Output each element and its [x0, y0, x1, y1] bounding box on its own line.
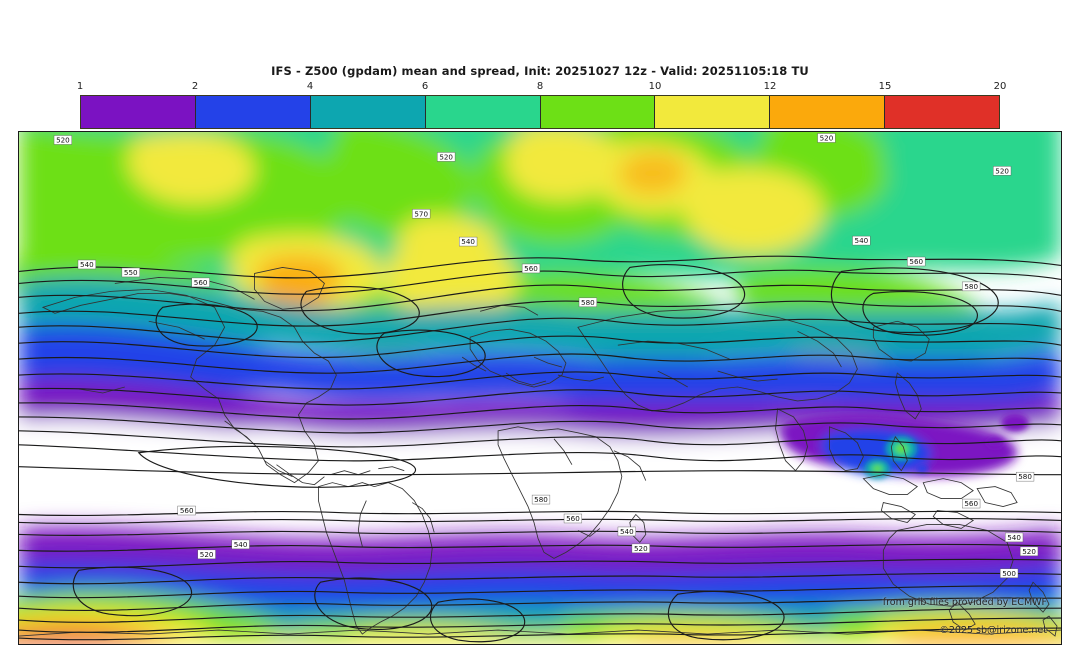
- contour-label-box: [993, 166, 1012, 176]
- contour-label-580: 580: [534, 495, 548, 504]
- contour-label-520: 520: [439, 152, 453, 161]
- contour-label-580: 580: [581, 298, 595, 307]
- contour-label-box: [631, 543, 650, 554]
- coastlines: [19, 267, 1061, 637]
- colorbar-tick-10: 10: [648, 81, 662, 92]
- contour-label-520: 520: [56, 136, 70, 145]
- colorbar-segment-15-20[interactable]: [885, 96, 999, 128]
- colorbar-tick-6: 6: [421, 81, 429, 92]
- colorbar-tick-12: 12: [763, 81, 777, 92]
- contour-label-box: [459, 236, 478, 247]
- spread-shading: 5205405505605705405605805205205205405605…: [19, 132, 1061, 644]
- contour-label-560: 560: [566, 514, 580, 523]
- contour-label-box: [231, 539, 250, 550]
- contour-label-box: [962, 498, 981, 509]
- colorbar-segment-6-8[interactable]: [425, 96, 541, 128]
- contour-label-box: [1015, 471, 1035, 482]
- contour-label-570: 570: [414, 209, 428, 218]
- contour-label-box: [121, 267, 140, 278]
- contour-label-box: [77, 259, 96, 270]
- contour-label-580: 580: [964, 282, 978, 291]
- colorbar-segment-10-12[interactable]: [655, 96, 771, 128]
- contour-label-540: 540: [855, 236, 869, 245]
- contour-label-box: [437, 152, 456, 162]
- colorbar-tick-20: 20: [993, 81, 1007, 92]
- colorbar-container: 1 2 4 6 8 10 12 15 20: [77, 81, 1006, 129]
- map-canvas[interactable]: 520 540 550 560 570 540 560 580 520 520 520 540 560 5…: [18, 131, 1062, 645]
- contour-label-box: [852, 235, 871, 246]
- spread-colorbar[interactable]: [80, 95, 1000, 129]
- page-title: IFS - Z500 (gpdam) mean and spread, Init…: [271, 64, 809, 78]
- contour-label-box: [521, 263, 541, 274]
- contour-label-560: 560: [909, 257, 923, 266]
- source-credit: from grib files provided by ECMWF: [882, 597, 1047, 608]
- colorbar-segment-1-2[interactable]: [81, 96, 196, 128]
- contour-label-box: [907, 256, 926, 267]
- contour-labels: 5205405505605705405605805205205205405605…: [53, 133, 1039, 578]
- colorbar-tick-labels: 1 2 4 6 8 10 12 15 20: [76, 81, 1007, 95]
- colorbar-tick-2: 2: [191, 81, 199, 92]
- z500-contours: [19, 255, 1061, 643]
- contour-label-500: 500: [1002, 569, 1016, 578]
- contour-label-540: 540: [461, 237, 475, 246]
- contour-label-box: [191, 277, 210, 288]
- contour-label-box: [412, 208, 431, 219]
- contour-label-540: 540: [1007, 533, 1021, 542]
- contour-label-box: [53, 135, 72, 145]
- colorbar-tick-1: 1: [76, 81, 84, 92]
- contour-label-box: [563, 513, 583, 524]
- contour-label-550: 550: [124, 268, 138, 277]
- copyright-credit: ©2025 sb@irizone.net: [939, 625, 1047, 636]
- colorbar-segment-4-6[interactable]: [310, 96, 426, 128]
- contour-label-520: 520: [1022, 547, 1036, 556]
- contour-label-box: [617, 526, 636, 537]
- contour-label-box: [531, 494, 551, 505]
- contour-label-520: 520: [634, 544, 648, 553]
- contour-label-box: [1019, 546, 1039, 557]
- colorbar-segment-12-15[interactable]: [770, 96, 886, 128]
- map-svg: 5205405505605705405605805205205205405605…: [19, 132, 1061, 644]
- contour-label-560: 560: [180, 506, 194, 515]
- contour-label-580: 580: [1018, 472, 1032, 481]
- contour-label-520: 520: [995, 166, 1009, 175]
- contour-label-520: 520: [200, 550, 214, 559]
- colorbar-tick-4: 4: [306, 81, 314, 92]
- contour-label-520: 520: [820, 134, 834, 143]
- colorbar-segment-8-10[interactable]: [540, 96, 656, 128]
- colorbar-tick-15: 15: [878, 81, 892, 92]
- contour-label-box: [177, 505, 196, 516]
- colorbar-tick-8: 8: [536, 81, 544, 92]
- contour-label-560: 560: [194, 278, 208, 287]
- colorbar-segment-2-4[interactable]: [195, 96, 311, 128]
- contour-label-box: [817, 133, 836, 143]
- contour-label-540: 540: [620, 527, 634, 536]
- contour-label-box: [197, 549, 216, 560]
- contour-label-540: 540: [234, 540, 248, 549]
- contour-label-560: 560: [524, 264, 538, 273]
- contour-label-box: [1005, 532, 1024, 543]
- contour-label-box: [962, 281, 981, 292]
- contour-label-box: [578, 297, 597, 308]
- contour-label-box: [1000, 568, 1019, 578]
- contour-label-560: 560: [964, 499, 978, 508]
- contour-label-540: 540: [80, 260, 94, 269]
